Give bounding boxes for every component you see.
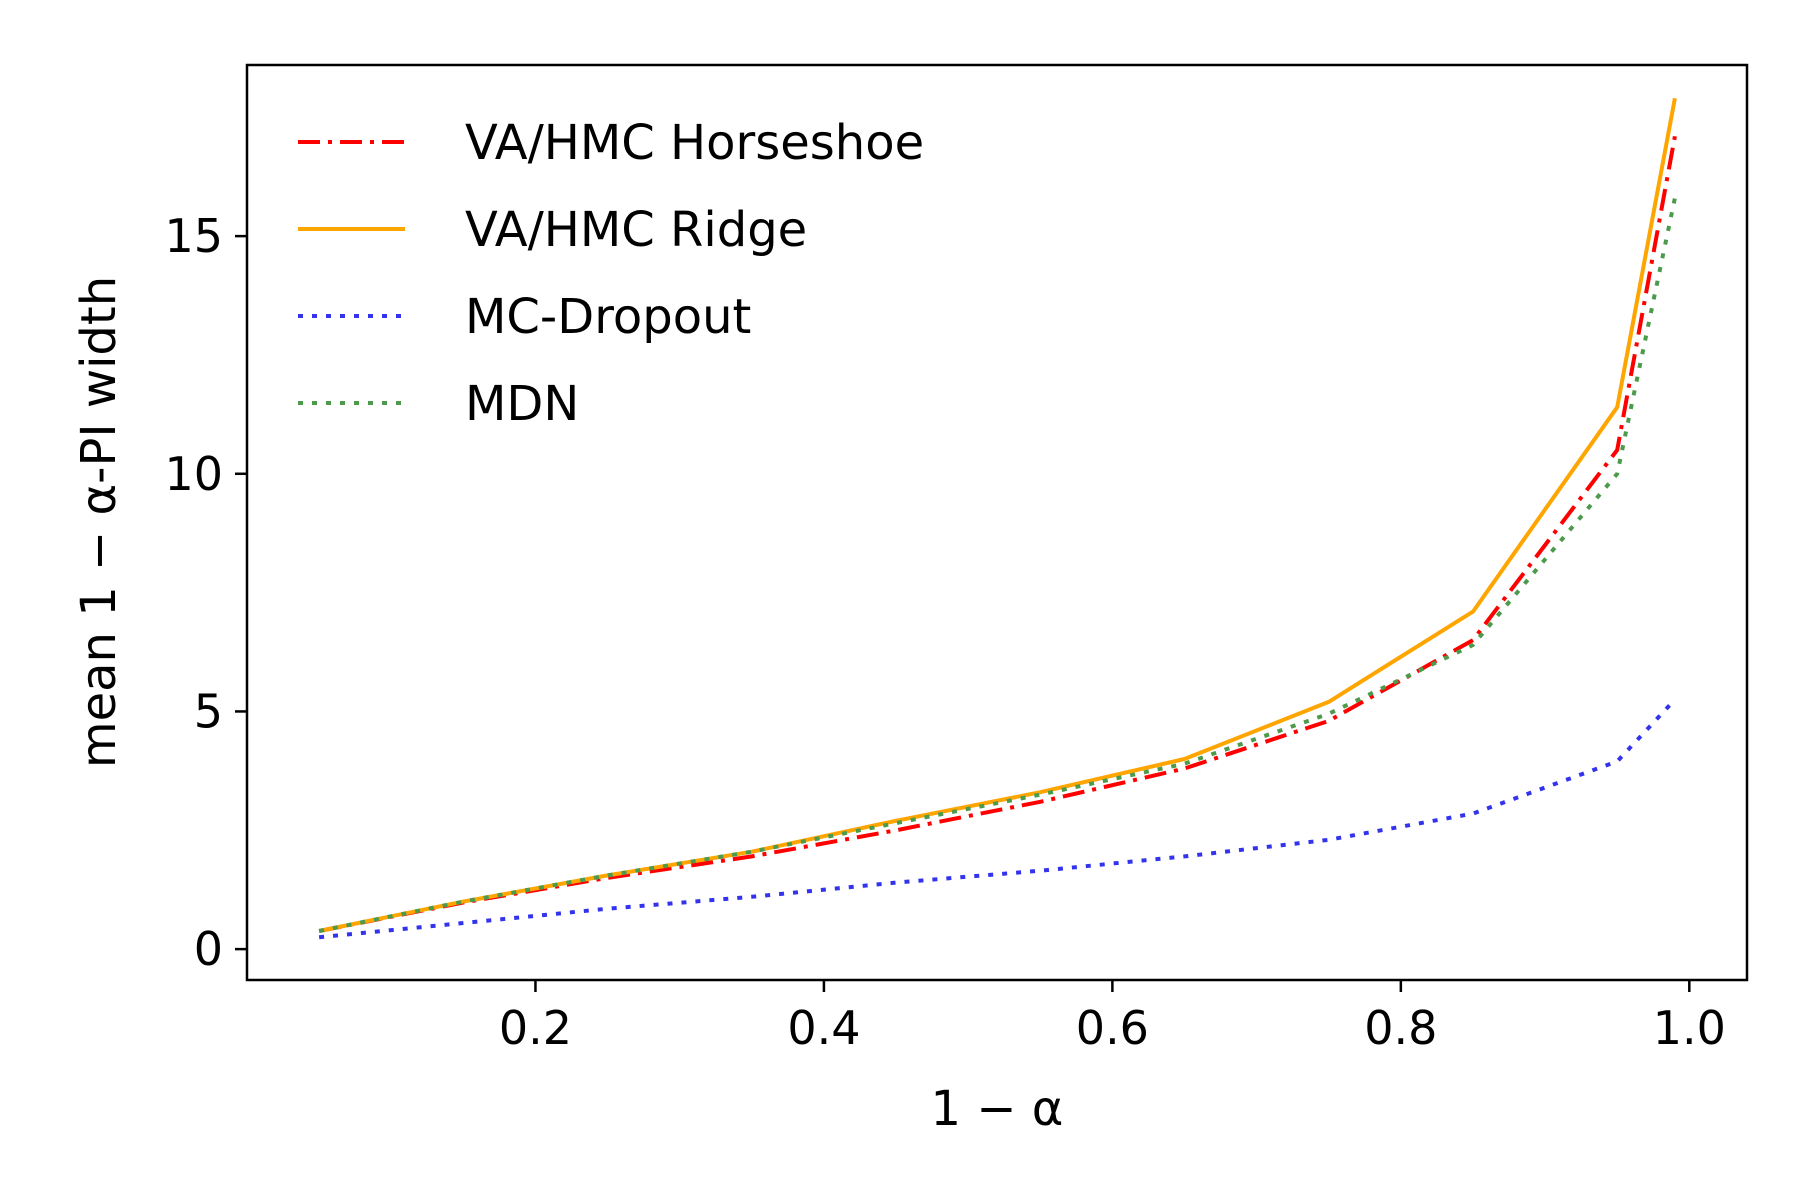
y-axis-label: mean 1 − α-PI width <box>71 276 127 768</box>
x-tick-label: 0.4 <box>787 1001 860 1055</box>
legend-label-mdn: MDN <box>465 376 579 432</box>
y-tick-label: 5 <box>194 684 223 738</box>
x-axis-label: 1 − α <box>931 1081 1064 1137</box>
y-axis: 0 5 10 15 <box>164 209 247 976</box>
series-line-mc-dropout <box>318 698 1677 940</box>
legend-label-va-hmc-ridge: VA/HMC Ridge <box>465 202 807 258</box>
x-tick-label: 0.6 <box>1076 1001 1149 1055</box>
plot-frame <box>245 63 1749 982</box>
x-axis: 0.2 0.4 0.6 0.8 1.0 <box>499 980 1726 1055</box>
series-layer <box>318 97 1677 940</box>
x-tick-label: 0.8 <box>1364 1001 1437 1055</box>
legend-label-mc-dropout: MC-Dropout <box>465 289 751 345</box>
series-line-va-hmc-ridge <box>318 97 1677 933</box>
x-tick-label: 0.2 <box>499 1001 572 1055</box>
y-tick-label: 10 <box>164 447 223 501</box>
x-tick-label: 1.0 <box>1653 1001 1726 1055</box>
series-line-va-hmc-horseshoe <box>318 135 1677 933</box>
legend: VA/HMC Horseshoe VA/HMC Ridge MC-Dropout MD… <box>298 115 924 432</box>
y-tick-label: 0 <box>194 922 223 976</box>
legend-label-va-hmc-horseshoe: VA/HMC Horseshoe <box>465 115 924 171</box>
y-tick-label: 15 <box>164 209 223 263</box>
